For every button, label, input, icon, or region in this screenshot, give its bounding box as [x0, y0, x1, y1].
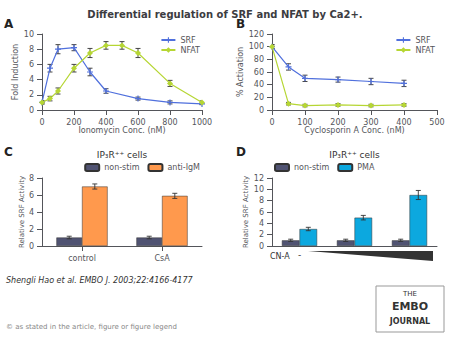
svg-text:SRF: SRF [415, 36, 431, 45]
svg-text:NFAT: NFAT [180, 46, 200, 55]
svg-text:300: 300 [363, 118, 378, 127]
svg-text:6: 6 [29, 60, 34, 69]
svg-text:Ionomycin Conc. (nM): Ionomycin Conc. (nM) [78, 126, 165, 135]
svg-text:PMA: PMA [357, 163, 375, 172]
svg-text:SRF: SRF [180, 36, 196, 45]
svg-text:non-stim: non-stim [104, 163, 139, 172]
svg-text:100: 100 [249, 42, 264, 51]
svg-text:EMBO: EMBO [392, 300, 428, 313]
svg-text:Cyclosporin A Conc. (nM): Cyclosporin A Conc. (nM) [304, 126, 404, 135]
svg-text:20: 20 [254, 93, 264, 102]
svg-text:10: 10 [24, 30, 34, 39]
svg-text:B: B [236, 17, 246, 31]
svg-text:80: 80 [254, 55, 264, 64]
svg-text:anti-IgM: anti-IgM [167, 163, 200, 172]
svg-text:© as stated in the article, fi: © as stated in the article, figure or fi… [6, 323, 177, 331]
svg-text:2: 2 [29, 225, 34, 234]
svg-text:500: 500 [429, 118, 444, 127]
svg-text:8: 8 [29, 174, 34, 183]
svg-text:C: C [4, 145, 13, 159]
svg-text:Relative SRF Activity: Relative SRF Activity [242, 176, 250, 248]
svg-text:D: D [236, 145, 246, 159]
svg-text:40: 40 [254, 80, 264, 89]
svg-text:Differential regulation of SRF: Differential regulation of SRF and NFAT … [87, 9, 362, 20]
svg-text:THE: THE [402, 290, 417, 298]
svg-text:2: 2 [29, 90, 34, 99]
svg-text:IP₃R⁺⁺ cells: IP₃R⁺⁺ cells [329, 150, 380, 160]
svg-text:Fold Induction: Fold Induction [11, 44, 20, 100]
svg-text:600: 600 [130, 118, 145, 127]
svg-text:60: 60 [254, 68, 264, 77]
svg-text:0: 0 [39, 118, 44, 127]
svg-text:non-stim: non-stim [294, 163, 329, 172]
svg-text:10: 10 [254, 185, 264, 194]
svg-text:8: 8 [259, 196, 264, 205]
svg-text:0: 0 [259, 242, 264, 251]
svg-text:200: 200 [66, 118, 81, 127]
svg-text:0: 0 [29, 242, 34, 251]
svg-text:IP₃R⁺⁺ cells: IP₃R⁺⁺ cells [97, 150, 148, 160]
svg-text:12: 12 [254, 174, 264, 183]
svg-text:Shengli Hao et al. EMBO J. 200: Shengli Hao et al. EMBO J. 2003;22:4166-… [6, 276, 194, 285]
svg-text:200: 200 [330, 118, 345, 127]
svg-text:100: 100 [297, 118, 312, 127]
svg-text:0: 0 [269, 118, 274, 127]
svg-text:120: 120 [249, 30, 264, 39]
svg-text:control: control [68, 254, 96, 263]
svg-text:4: 4 [259, 219, 264, 228]
svg-text:JOURNAL: JOURNAL [389, 317, 430, 326]
svg-text:6: 6 [259, 208, 264, 217]
svg-text:400: 400 [98, 118, 113, 127]
svg-text:A: A [4, 17, 14, 31]
svg-text:8: 8 [29, 45, 34, 54]
svg-text:% Activation: % Activation [236, 47, 245, 97]
svg-text:6: 6 [29, 191, 34, 200]
svg-text:CN-A: CN-A [270, 252, 290, 261]
svg-text:2: 2 [259, 230, 264, 239]
svg-text:-: - [298, 250, 301, 260]
svg-text:CsA: CsA [154, 254, 170, 263]
svg-text:4: 4 [29, 208, 34, 217]
svg-text:0: 0 [259, 106, 264, 115]
svg-text:0: 0 [29, 106, 34, 115]
svg-text:NFAT: NFAT [415, 46, 435, 55]
svg-text:1000: 1000 [192, 118, 212, 127]
svg-text:4: 4 [29, 75, 34, 84]
svg-text:400: 400 [396, 118, 411, 127]
svg-text:800: 800 [162, 118, 177, 127]
svg-text:Relative SRF Activity: Relative SRF Activity [18, 176, 26, 248]
